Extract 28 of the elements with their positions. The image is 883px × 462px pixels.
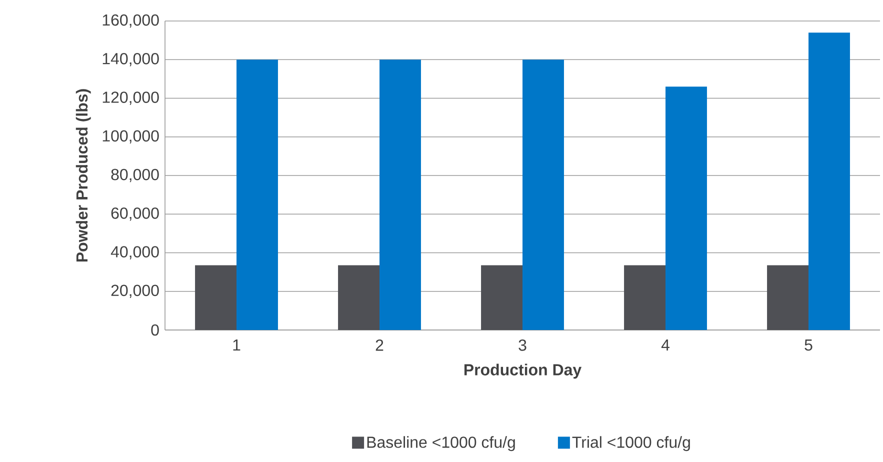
y-tick-label: 20,000 (111, 284, 159, 298)
y-tick-label: 140,000 (102, 53, 159, 66)
bar (666, 86, 707, 330)
x-tick-label: 3 (518, 340, 526, 351)
legend-label: Baseline <1000 cfu/g (367, 436, 515, 452)
bar (624, 265, 666, 330)
y-tick-label: 60,000 (111, 208, 159, 221)
bar (195, 265, 236, 330)
x-axis-title: Production Day (464, 364, 582, 379)
y-tick-label: 100,000 (102, 130, 159, 144)
y-tick-label: 80,000 (111, 168, 159, 182)
x-tick-label: 1 (233, 340, 240, 351)
bar (522, 60, 564, 330)
bar (380, 60, 421, 330)
y-tick-label: 120,000 (102, 92, 159, 105)
bar (338, 265, 380, 330)
y-tick-label: 40,000 (110, 246, 159, 260)
y-axis-title: Powder Produced (lbs) (76, 89, 91, 262)
x-tick-label: 2 (376, 340, 384, 351)
y-tick-label: 160,000 (102, 14, 159, 28)
bar (808, 32, 850, 330)
x-tick-label: 4 (661, 340, 670, 351)
bar (767, 265, 809, 330)
y-tick-label: 0 (151, 324, 159, 336)
legend-label: Trial <1000 cfu/g (572, 436, 690, 452)
bar (481, 265, 523, 330)
bar (236, 60, 278, 330)
x-tick-label: 5 (804, 340, 812, 351)
